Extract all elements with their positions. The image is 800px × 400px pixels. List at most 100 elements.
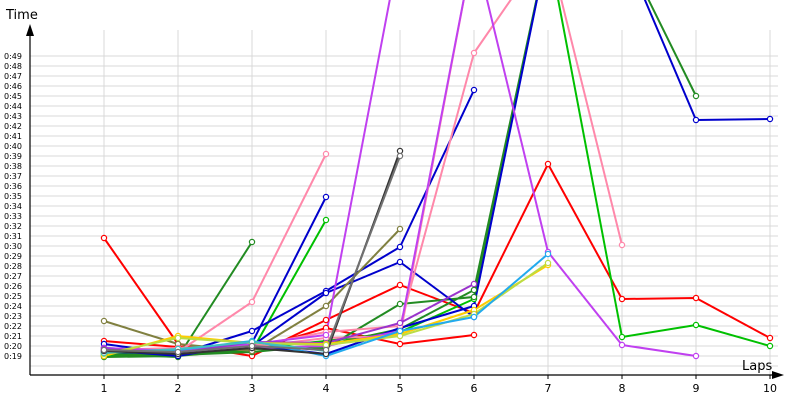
y-tick-label: 0:32 xyxy=(4,222,22,231)
series-line xyxy=(103,0,623,351)
y-tick-label: 0:47 xyxy=(4,72,22,81)
data-point xyxy=(322,289,330,297)
data-point xyxy=(766,342,774,350)
data-point xyxy=(322,316,330,324)
x-axis-arrow xyxy=(772,371,784,379)
y-tick-label: 0:43 xyxy=(4,112,22,121)
data-point xyxy=(396,281,404,289)
data-point xyxy=(396,319,404,327)
x-axis-title: Laps xyxy=(742,359,772,374)
data-point xyxy=(396,243,404,251)
x-tick-label: 4 xyxy=(323,382,330,395)
data-point xyxy=(692,321,700,329)
data-point xyxy=(248,238,256,246)
y-tick-label: 0:42 xyxy=(4,122,22,131)
y-tick-label: 0:23 xyxy=(4,312,22,321)
data-point xyxy=(396,340,404,348)
y-tick-label: 0:31 xyxy=(4,232,22,241)
data-point xyxy=(766,115,774,123)
y-tick-label: 0:46 xyxy=(4,82,22,91)
y-tick-label: 0:29 xyxy=(4,252,22,261)
data-point xyxy=(618,295,626,303)
grid xyxy=(30,30,778,375)
y-tick-label: 0:21 xyxy=(4,332,22,341)
series-points xyxy=(100,49,774,361)
data-point xyxy=(692,352,700,360)
x-tick-label: 9 xyxy=(693,382,700,395)
data-point xyxy=(766,334,774,342)
y-tick-label: 0:19 xyxy=(4,352,22,361)
data-point xyxy=(322,193,330,201)
data-point xyxy=(248,327,256,335)
data-point xyxy=(322,216,330,224)
data-point xyxy=(692,92,700,100)
data-point xyxy=(396,327,404,335)
data-point xyxy=(248,342,256,350)
x-tick-label: 1 xyxy=(101,382,108,395)
data-point xyxy=(470,280,478,288)
data-point xyxy=(618,241,626,249)
data-point xyxy=(248,298,256,306)
y-tick-label: 0:24 xyxy=(4,302,22,311)
axes xyxy=(26,24,784,379)
data-point xyxy=(322,331,330,339)
data-point xyxy=(174,334,182,342)
data-point xyxy=(100,346,108,354)
series-line xyxy=(103,89,475,355)
y-tick-label: 0:20 xyxy=(4,342,22,351)
data-point xyxy=(470,286,478,294)
y-tick-label: 0:28 xyxy=(4,262,22,271)
y-tick-label: 0:34 xyxy=(4,202,22,211)
data-point xyxy=(322,150,330,158)
data-point xyxy=(322,302,330,310)
y-tick-label: 0:27 xyxy=(4,272,22,281)
data-point xyxy=(692,294,700,302)
y-tick-label: 0:41 xyxy=(4,132,22,141)
y-axis-arrow xyxy=(26,24,34,36)
x-tick-label: 10 xyxy=(763,382,777,395)
x-tick-label: 7 xyxy=(545,382,552,395)
data-point xyxy=(618,333,626,341)
data-point xyxy=(692,116,700,124)
data-point xyxy=(100,234,108,242)
data-point xyxy=(470,313,478,321)
data-point xyxy=(396,300,404,308)
data-point xyxy=(544,259,552,267)
y-tick-label: 0:36 xyxy=(4,182,22,191)
data-point xyxy=(174,348,182,356)
data-point xyxy=(396,258,404,266)
x-tick-label: 5 xyxy=(397,382,404,395)
data-point xyxy=(544,160,552,168)
data-point xyxy=(470,49,478,57)
x-tick-label: 3 xyxy=(249,382,256,395)
data-point xyxy=(470,86,478,94)
y-tick-label: 0:44 xyxy=(4,102,22,111)
data-point xyxy=(544,250,552,258)
data-point xyxy=(618,341,626,349)
y-tick-label: 0:49 xyxy=(4,52,22,61)
x-tick-label: 6 xyxy=(471,382,478,395)
y-tick-label: 0:40 xyxy=(4,142,22,151)
data-point xyxy=(100,317,108,325)
data-point xyxy=(322,346,330,354)
y-tick-label: 0:48 xyxy=(4,62,22,71)
y-tick-label: 0:25 xyxy=(4,292,22,301)
series-line xyxy=(103,0,771,356)
y-tick-label: 0:37 xyxy=(4,172,22,181)
x-tick-label: 2 xyxy=(175,382,182,395)
y-tick-label: 0:26 xyxy=(4,282,22,291)
data-point xyxy=(396,152,404,160)
y-tick-label: 0:35 xyxy=(4,192,22,201)
data-point xyxy=(470,293,478,301)
series-line xyxy=(103,153,327,353)
y-axis-title: Time xyxy=(5,8,38,23)
x-tick-label: 8 xyxy=(619,382,626,395)
series-lines xyxy=(103,0,771,358)
data-point xyxy=(396,225,404,233)
data-point xyxy=(470,331,478,339)
tick-labels: 0:190:200:210:220:230:240:250:260:270:28… xyxy=(4,52,777,395)
y-tick-label: 0:22 xyxy=(4,322,22,331)
y-tick-label: 0:30 xyxy=(4,242,22,251)
y-tick-label: 0:38 xyxy=(4,162,22,171)
